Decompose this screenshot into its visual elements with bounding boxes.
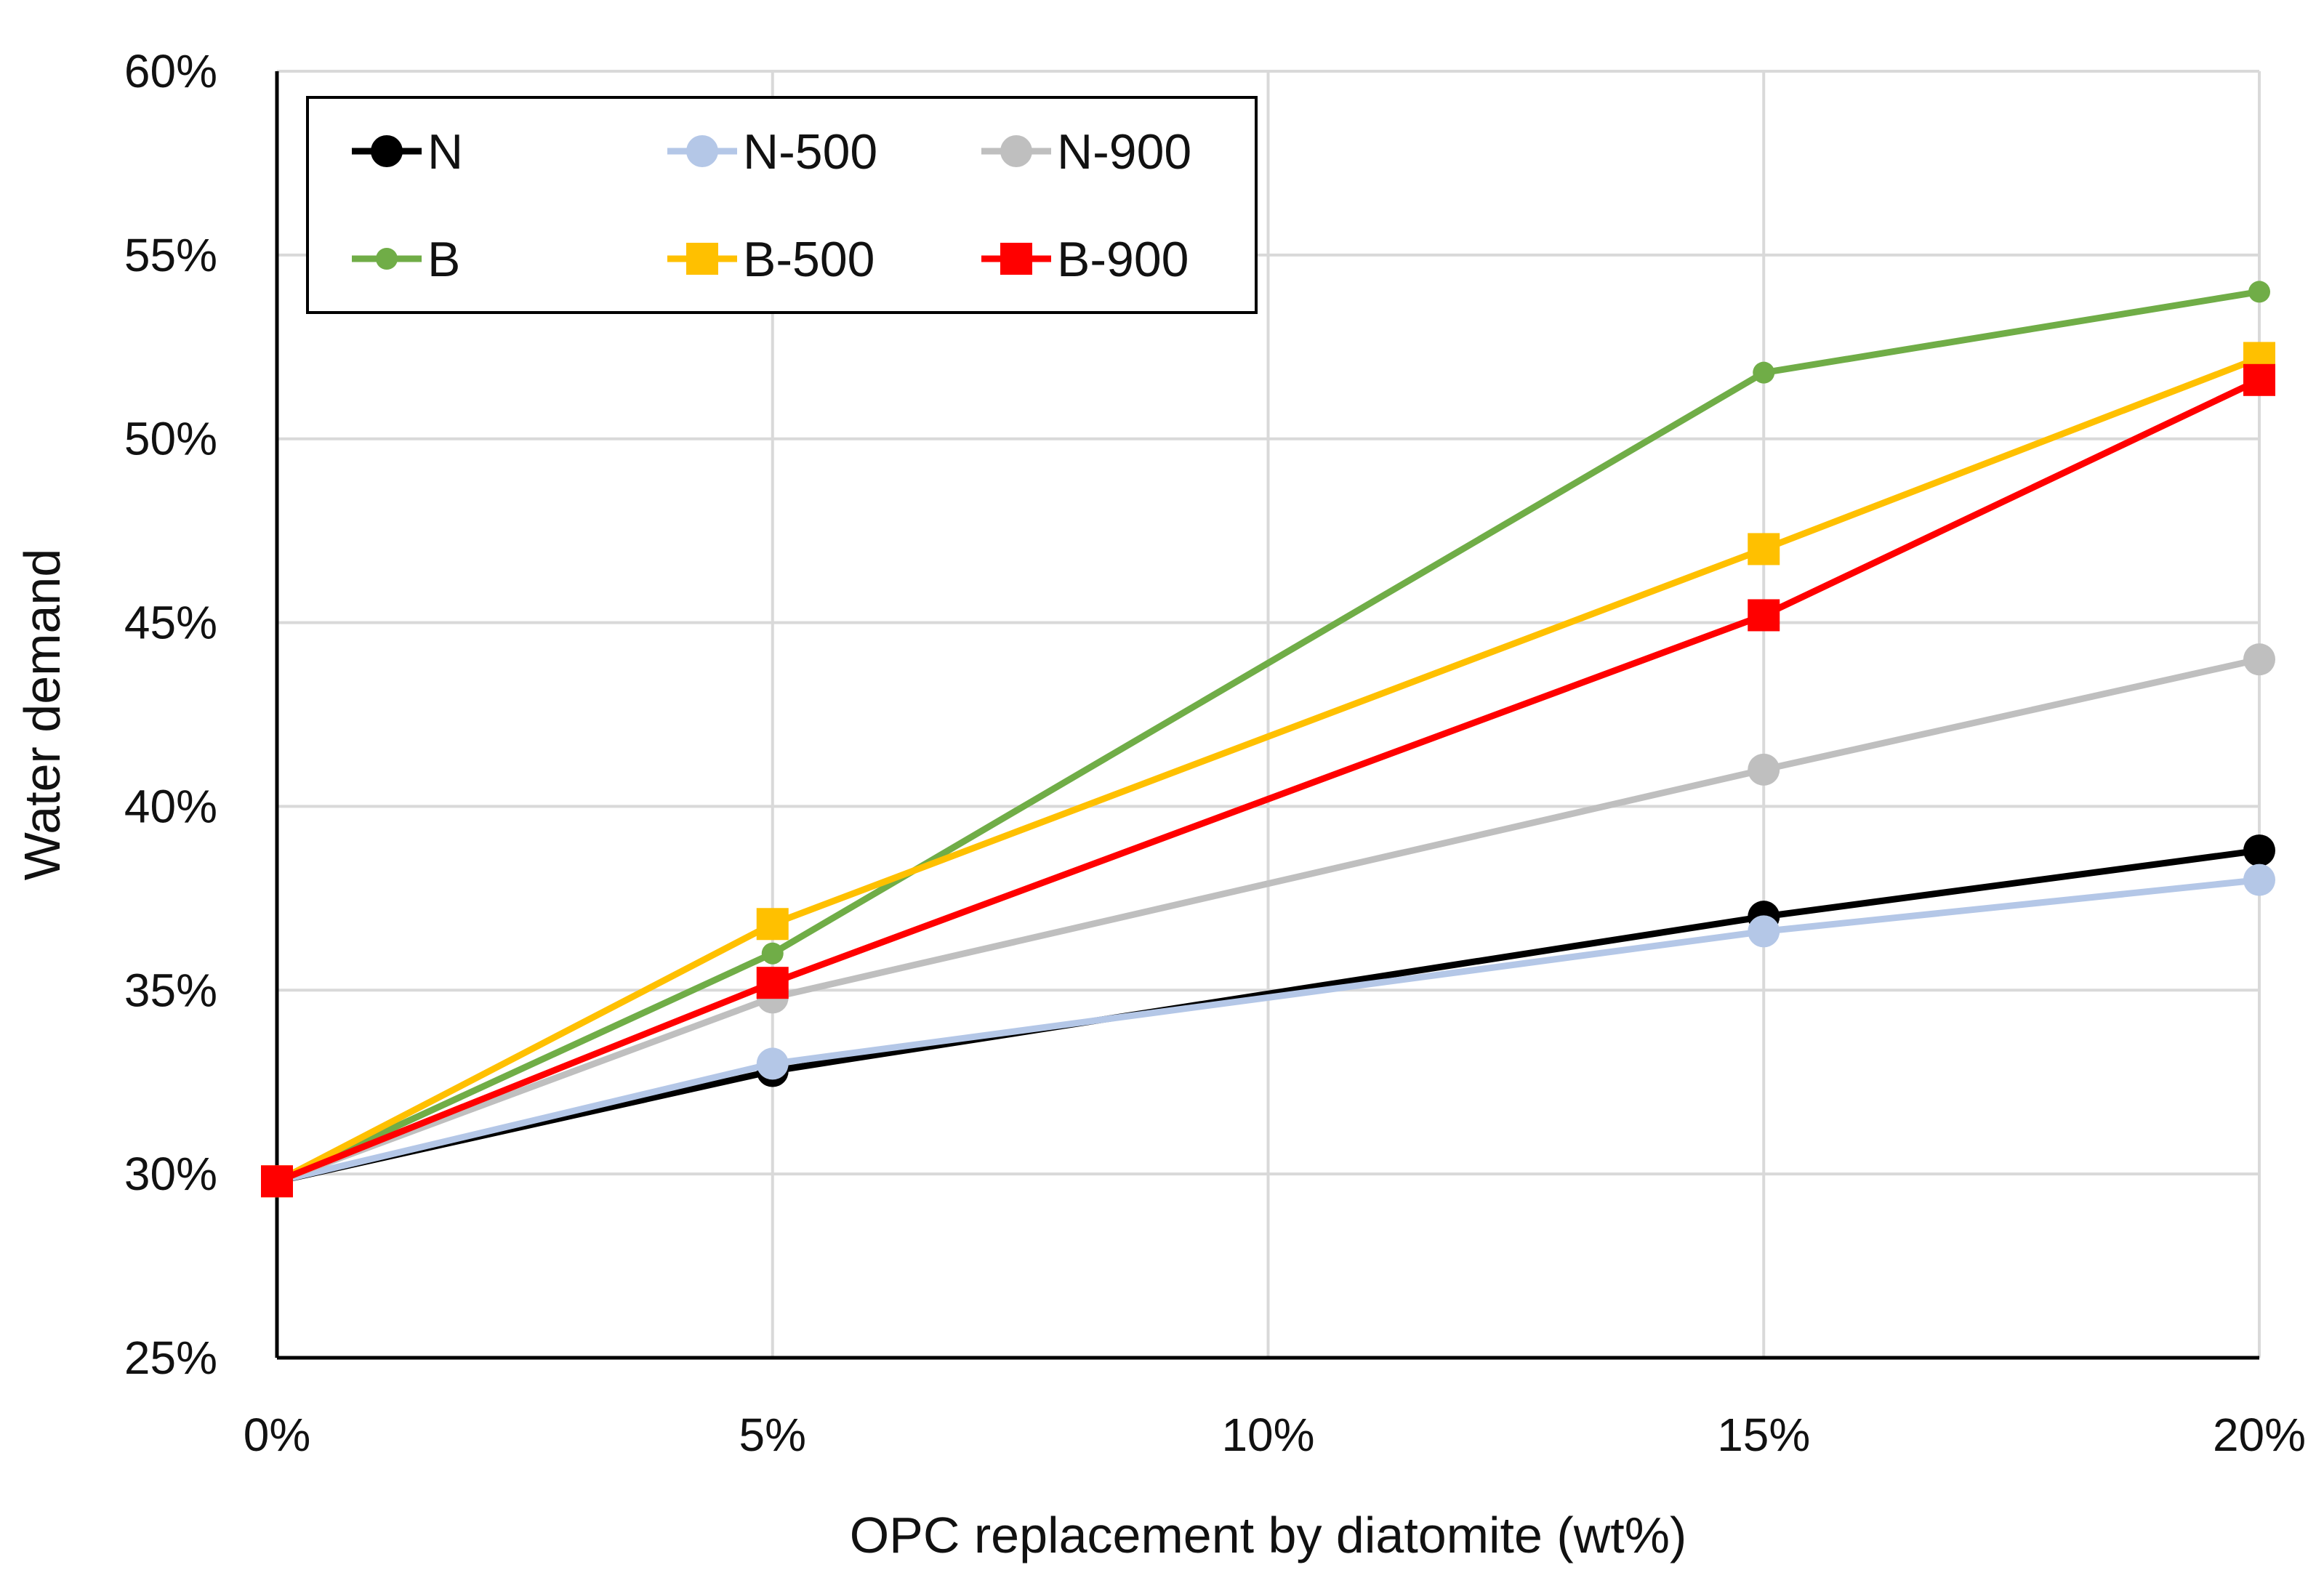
data-point-b-900 bbox=[1748, 599, 1780, 632]
y-axis-title: Water demand bbox=[14, 549, 71, 881]
x-tick-label: 10% bbox=[1221, 1409, 1314, 1461]
series-line-n bbox=[276, 847, 2260, 1185]
series-line-n-500 bbox=[276, 877, 2260, 1185]
series-b-900 bbox=[261, 363, 2275, 1198]
legend-label: B bbox=[427, 232, 460, 287]
data-point-b bbox=[761, 942, 784, 965]
legend-swatch-marker bbox=[1000, 243, 1032, 275]
data-point-n-500 bbox=[1748, 915, 1780, 948]
data-point-b-900 bbox=[756, 967, 789, 999]
legend-swatch-marker bbox=[1000, 135, 1032, 167]
y-tick-label: 30% bbox=[124, 1148, 217, 1200]
legend: N N-500 N-900 B B-500 B-900 bbox=[306, 96, 1258, 314]
legend-label: B-500 bbox=[743, 232, 874, 287]
series-line-n-900 bbox=[276, 656, 2260, 1185]
data-point-n-900 bbox=[1748, 753, 1780, 786]
x-tick-label: 5% bbox=[739, 1409, 807, 1461]
data-point-b-500 bbox=[1748, 533, 1780, 565]
legend-label: N bbox=[427, 124, 463, 180]
legend-swatch-marker bbox=[686, 243, 718, 275]
data-point-n-900 bbox=[2243, 643, 2275, 676]
legend-label: B-900 bbox=[1057, 232, 1189, 287]
legend-label: N-500 bbox=[743, 124, 877, 180]
data-point-b bbox=[2248, 281, 2270, 303]
series-line-b bbox=[276, 288, 2260, 1185]
legend-item-n-900: N-900 bbox=[981, 124, 1191, 180]
data-point-b-900 bbox=[2243, 363, 2275, 396]
y-tick-label: 35% bbox=[124, 964, 217, 1016]
tick-labels: 0% 5% 10% 15% 20% 25% 30% 35% 40% 45% 50% 55% 60% bbox=[124, 45, 2306, 1461]
legend-swatch-marker bbox=[376, 248, 398, 270]
data-point-b-500 bbox=[756, 908, 789, 941]
legend-swatch-marker bbox=[371, 135, 403, 167]
x-tick-label: 20% bbox=[2213, 1409, 2306, 1461]
gridlines bbox=[277, 70, 2261, 1358]
data-point-n-500 bbox=[2243, 864, 2275, 896]
y-tick-label: 45% bbox=[124, 597, 217, 649]
y-tick-label: 40% bbox=[124, 780, 217, 832]
legend-swatch-marker bbox=[686, 135, 718, 167]
series-lines bbox=[261, 281, 2275, 1198]
x-tick-label: 0% bbox=[244, 1409, 311, 1461]
legend-label: N-900 bbox=[1057, 124, 1191, 180]
y-tick-label: 25% bbox=[124, 1332, 217, 1384]
x-axis-title: OPC replacement by diatomite (wt%) bbox=[850, 1507, 1687, 1563]
legend-item-b-900: B-900 bbox=[981, 232, 1189, 287]
data-point-b-900 bbox=[261, 1165, 293, 1198]
legend-item-n: N bbox=[352, 124, 463, 180]
y-tick-label: 50% bbox=[124, 413, 217, 465]
legend-item-b-500: B-500 bbox=[667, 232, 874, 287]
data-point-b bbox=[1753, 361, 1775, 384]
legend-item-n-500: N-500 bbox=[667, 124, 877, 180]
series-line-b-500 bbox=[275, 355, 2261, 1185]
legend-box bbox=[306, 96, 1258, 314]
x-tick-label: 15% bbox=[1717, 1409, 1810, 1461]
data-point-n-500 bbox=[756, 1047, 789, 1080]
legend-item-b: B bbox=[352, 232, 460, 287]
series-line-b-900 bbox=[276, 377, 2261, 1185]
y-tick-label: 60% bbox=[124, 45, 217, 97]
axes bbox=[275, 71, 2259, 1360]
y-tick-label: 55% bbox=[124, 229, 217, 281]
data-point-n bbox=[2243, 834, 2275, 867]
